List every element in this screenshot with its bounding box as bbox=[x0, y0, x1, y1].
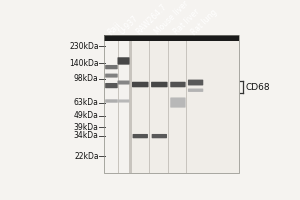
FancyBboxPatch shape bbox=[133, 134, 148, 138]
Bar bbox=[104, 35, 238, 41]
FancyBboxPatch shape bbox=[118, 99, 130, 103]
Bar bbox=[104, 35, 238, 173]
Bar bbox=[186, 41, 187, 173]
Text: 39kDa: 39kDa bbox=[74, 123, 99, 132]
Bar bbox=[129, 41, 132, 173]
Text: 140kDa: 140kDa bbox=[69, 59, 99, 68]
Text: Raji: Raji bbox=[106, 20, 122, 37]
Bar bbox=[118, 41, 119, 173]
Text: 63kDa: 63kDa bbox=[74, 98, 99, 107]
Bar bbox=[149, 41, 151, 173]
Text: Rat liver: Rat liver bbox=[172, 7, 201, 37]
FancyBboxPatch shape bbox=[188, 80, 203, 85]
FancyBboxPatch shape bbox=[188, 89, 203, 92]
FancyBboxPatch shape bbox=[105, 74, 118, 78]
FancyBboxPatch shape bbox=[132, 82, 148, 87]
FancyBboxPatch shape bbox=[170, 97, 186, 108]
Bar bbox=[168, 41, 169, 173]
Text: Mouse liver: Mouse liver bbox=[153, 0, 191, 37]
Text: 98kDa: 98kDa bbox=[74, 74, 99, 83]
Bar bbox=[104, 35, 118, 173]
FancyBboxPatch shape bbox=[105, 99, 118, 103]
Text: RAW264.7: RAW264.7 bbox=[134, 2, 169, 37]
Text: 49kDa: 49kDa bbox=[74, 111, 99, 120]
Bar bbox=[104, 35, 238, 173]
FancyBboxPatch shape bbox=[105, 83, 118, 88]
FancyBboxPatch shape bbox=[118, 81, 130, 85]
Text: CD68: CD68 bbox=[246, 83, 270, 92]
FancyBboxPatch shape bbox=[105, 65, 118, 69]
FancyBboxPatch shape bbox=[152, 134, 167, 138]
Text: 22kDa: 22kDa bbox=[74, 152, 99, 161]
FancyBboxPatch shape bbox=[170, 82, 186, 87]
Text: 230kDa: 230kDa bbox=[69, 42, 99, 51]
Bar bbox=[118, 35, 129, 173]
Text: Rat lung: Rat lung bbox=[190, 7, 219, 37]
FancyBboxPatch shape bbox=[118, 57, 130, 65]
Text: U-937: U-937 bbox=[118, 14, 140, 37]
Text: 34kDa: 34kDa bbox=[74, 131, 99, 140]
FancyBboxPatch shape bbox=[151, 82, 168, 87]
